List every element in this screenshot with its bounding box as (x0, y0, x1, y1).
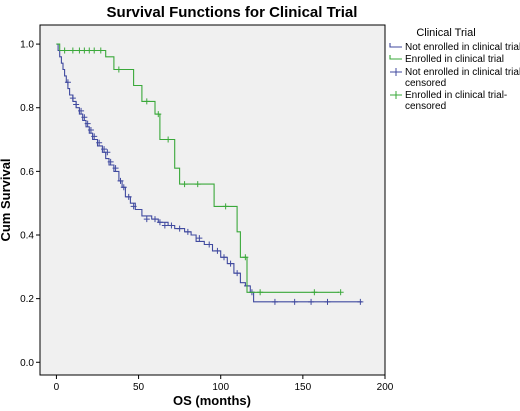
y-tick-label: 0.2 (20, 294, 34, 305)
series-1-censor-mark (221, 254, 227, 261)
series-1-censor-mark (64, 79, 71, 86)
series-1-censor-mark (69, 95, 76, 102)
series-1-censor-mark (214, 247, 221, 254)
series-2-censor-mark (242, 254, 249, 261)
series-1-censor-mark (227, 260, 234, 267)
series-1-censor-mark (112, 165, 119, 172)
x-tick-label: 50 (133, 382, 145, 393)
x-tick-label: 150 (295, 382, 312, 393)
series-2-censor-mark (155, 111, 162, 118)
series-1-censor-mark (152, 216, 158, 223)
series-1-censor-mark (271, 298, 278, 305)
legend-plus-swatch (390, 91, 402, 99)
series-2-censor-mark (61, 47, 68, 54)
series-1-censor-mark (324, 298, 331, 305)
series-1-censor-mark (184, 228, 191, 235)
series-2-censor-mark (311, 289, 318, 296)
series-2-censor-mark (165, 136, 172, 143)
series-1-censor-mark (96, 139, 103, 146)
series-2-censor-mark (97, 47, 104, 54)
series-1-censor-mark (143, 216, 150, 223)
y-axis-label: Cum Survival (0, 158, 13, 241)
series-1-censor-mark (125, 193, 132, 200)
legend-line-swatch (389, 43, 402, 48)
series-2-censor-mark (115, 66, 122, 73)
x-axis-ticks: 0 50 100 150 200 (54, 375, 394, 393)
series-2-censor-mark (194, 181, 201, 188)
series-layer (56, 43, 364, 305)
series-2-censor-mark (91, 47, 98, 54)
x-axis-label: OS (months) (173, 393, 251, 408)
series-1-censor-mark (104, 149, 111, 156)
series-1-censor-mark (107, 158, 114, 165)
chart-title: Survival Functions for Clinical Trial (107, 4, 358, 21)
legend-plus-swatch (390, 68, 402, 76)
y-tick-label: 0.6 (20, 167, 34, 178)
series-1-censor-mark (176, 225, 183, 232)
x-tick-label: 200 (377, 382, 394, 393)
legend-title: Clinical Trial (416, 27, 475, 39)
series-1-censor-mark (81, 114, 88, 121)
series-1-censor-mark (161, 222, 168, 229)
legend-entry-label: Not enrolled in clinical trial-censored (405, 67, 520, 89)
y-tick-label: 1.0 (20, 40, 34, 51)
series-1-censor-mark (101, 146, 108, 153)
series-1-censor-mark (234, 270, 241, 277)
plot-area (39, 24, 386, 376)
series-1-censor-mark (87, 127, 94, 133)
series-2-censor-mark (337, 289, 344, 296)
series-1-censor-mark (168, 222, 175, 229)
series-1-censor-mark (308, 298, 315, 305)
legend-line-swatch (389, 55, 402, 60)
series-2-censor-mark (143, 98, 150, 105)
series-2-censor-mark (69, 47, 76, 54)
legend-entry-label: Enrolled in clinical trial (405, 54, 504, 65)
series-1-censor-mark (73, 101, 80, 108)
series-2-step-line (56, 43, 339, 293)
y-tick-label: 0.0 (20, 358, 34, 369)
x-tick-label: 100 (212, 382, 229, 393)
series-1-censor-mark (206, 241, 213, 248)
legend-entry-label: Not enrolled in clinical trial (405, 42, 520, 53)
series-1-censor-mark (357, 298, 364, 305)
series-1-censor-mark (156, 219, 163, 226)
series-1-censor-mark (291, 298, 298, 305)
y-axis-ticks: 0.0 0.2 0.4 0.6 0.8 1.0 (20, 40, 40, 369)
series-2-censor-mark (257, 289, 264, 296)
series-1-censor-mark (117, 177, 124, 184)
series-1-censor-mark (120, 184, 127, 191)
series-1-censor-mark (130, 203, 137, 210)
series-2-censor-mark (181, 181, 188, 188)
series-2-censor-mark (222, 203, 229, 210)
y-tick-label: 0.8 (20, 103, 34, 114)
y-tick-label: 0.4 (20, 231, 34, 242)
series-1-censor-mark (91, 133, 98, 140)
x-tick-label: 0 (54, 382, 60, 393)
series-1-censor-mark (84, 120, 91, 127)
legend-entry-label: Enrolled in clinical trial-censored (405, 90, 507, 112)
series-1-censor-mark (196, 235, 203, 242)
series-1-censor-mark (78, 107, 85, 114)
